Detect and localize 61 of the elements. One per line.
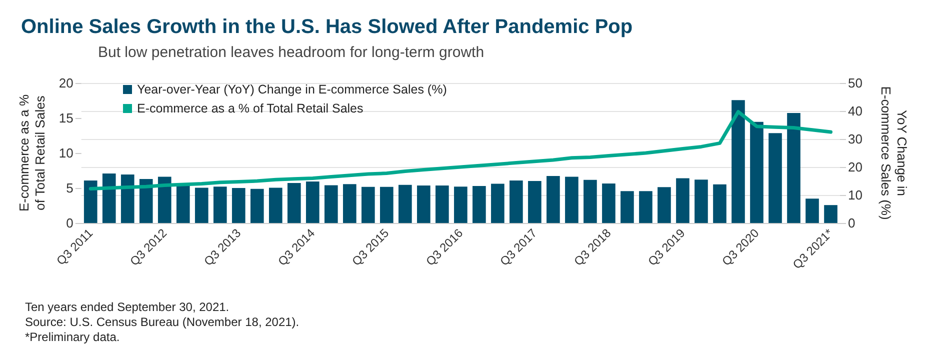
bar xyxy=(84,180,98,223)
bar xyxy=(454,186,468,223)
chart-title: Online Sales Growth in the U.S. Has Slowed After Pandemic Pop xyxy=(21,16,633,38)
bar xyxy=(750,122,764,223)
bar xyxy=(639,191,652,223)
bar xyxy=(658,187,671,223)
source-note: Source: U.S. Census Bureau (November 18, 2021). xyxy=(25,315,300,329)
bar xyxy=(324,185,338,223)
bar xyxy=(768,133,782,223)
bar xyxy=(510,180,523,223)
bar xyxy=(472,186,486,223)
bar xyxy=(491,184,504,223)
y2-tick-label: 50 xyxy=(848,76,862,90)
bar xyxy=(528,181,542,223)
bar xyxy=(287,182,301,223)
bar xyxy=(713,184,726,223)
bar xyxy=(102,173,116,223)
bar xyxy=(417,185,430,223)
bar xyxy=(250,188,264,223)
legend-label: E-commerce as a % of Total Retail Sales xyxy=(137,102,364,116)
y-tick-label: 10 xyxy=(58,146,74,160)
y-tick-label: 5 xyxy=(66,180,74,196)
bar xyxy=(194,188,208,223)
bar xyxy=(676,178,690,223)
bar xyxy=(176,184,190,223)
bar xyxy=(732,100,745,223)
y2-tick-label: 10 xyxy=(848,188,862,202)
y-tick-label: 20 xyxy=(58,76,74,90)
bar xyxy=(120,174,134,223)
bar xyxy=(380,186,394,223)
bar xyxy=(232,188,246,223)
bar xyxy=(306,182,320,223)
bar xyxy=(694,180,708,223)
bar xyxy=(546,176,560,223)
bar xyxy=(602,184,616,223)
bar xyxy=(787,112,800,223)
bar xyxy=(806,198,819,223)
bar xyxy=(158,176,172,223)
bar xyxy=(436,185,449,223)
y-axis-title: E-commerce as a % of Total Retail Sales xyxy=(16,94,48,212)
bar xyxy=(362,186,375,223)
text: *Preliminary data. xyxy=(25,330,120,344)
bar xyxy=(268,188,282,223)
bar xyxy=(565,176,578,223)
y2-tick-label: 30 xyxy=(848,132,862,146)
y2-tick-label: 40 xyxy=(848,104,862,118)
bar xyxy=(343,184,356,223)
bar xyxy=(620,191,634,223)
bar xyxy=(398,184,412,223)
y2-tick-label: 20 xyxy=(848,160,862,174)
y2-axis-title: YoY Change in E-commerce Sales (%) xyxy=(878,86,910,220)
chart-subtitle: But low penetration leaves headroom for long-term growth xyxy=(98,44,484,61)
bar xyxy=(213,186,227,223)
legend-label: Year-over-Year (YoY) Change in E-commerce Sales (%) xyxy=(137,82,447,96)
y-tick-label: 0 xyxy=(66,216,74,230)
y-tick-label: 15 xyxy=(58,110,74,126)
y2-tick-label: 0 xyxy=(848,216,856,230)
bar xyxy=(139,179,153,223)
bar xyxy=(584,180,597,223)
bar xyxy=(824,205,838,223)
text: Ten years ended September 30, 2021. xyxy=(25,300,230,314)
